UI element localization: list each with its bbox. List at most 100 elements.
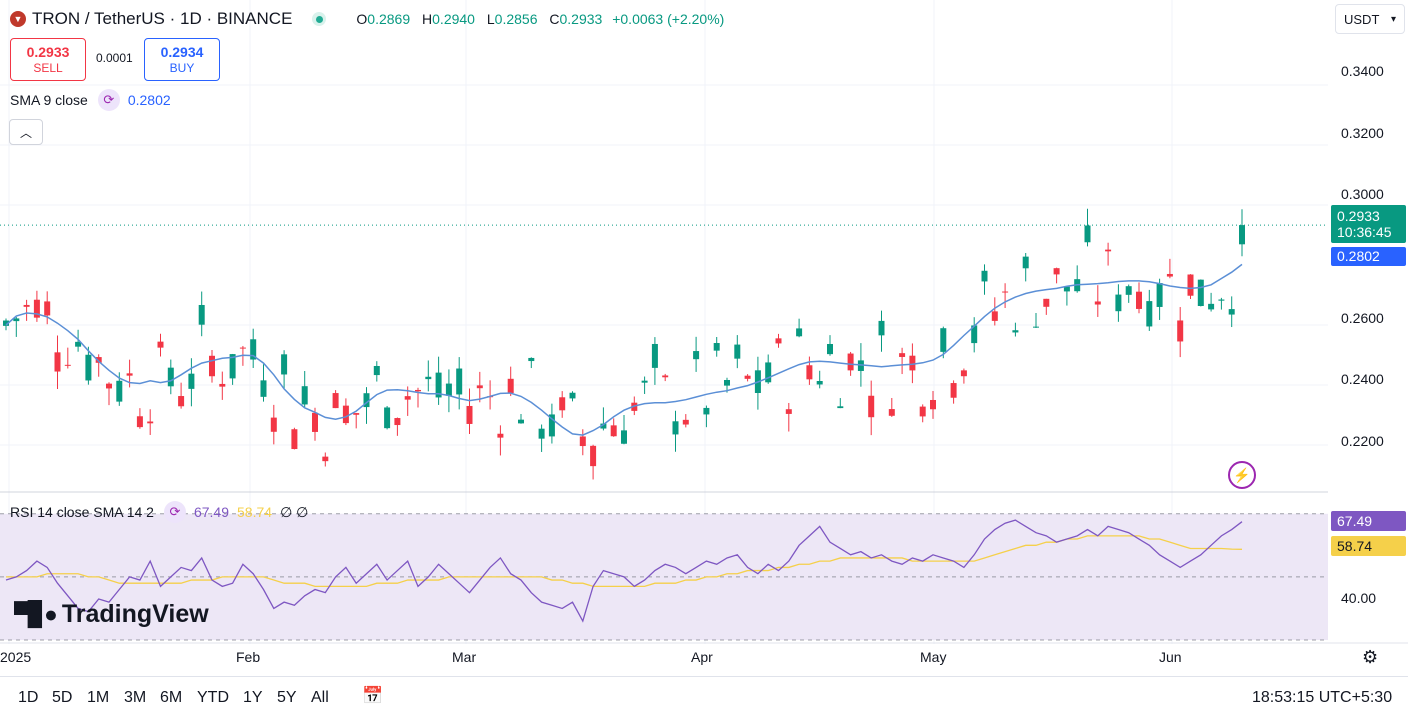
- candle-body: [1033, 326, 1039, 328]
- tron-logo-icon: ▼: [10, 11, 26, 27]
- last-price: 0.2933: [1337, 208, 1380, 224]
- candle-body: [1208, 303, 1215, 310]
- candle-body: [837, 406, 844, 409]
- candle-body: [518, 419, 524, 424]
- x-axis-label: Jun: [1159, 649, 1182, 665]
- candle-body: [250, 339, 257, 360]
- range-1y-button[interactable]: 1Y: [243, 689, 263, 706]
- candle-body: [641, 380, 648, 383]
- candle-body: [1012, 330, 1019, 333]
- ohlc-close-value: 0.2933: [559, 11, 603, 27]
- range-1d-button[interactable]: 1D: [18, 689, 39, 706]
- candle-body: [744, 375, 751, 379]
- tradingview-mark-icon: ▀▊●: [14, 601, 58, 627]
- calendar-range-icon[interactable]: 📅: [362, 686, 384, 705]
- candle-body: [33, 299, 40, 318]
- sell-button[interactable]: 0.2933 SELL: [10, 38, 86, 81]
- rsi-tag: 67.49: [1331, 511, 1406, 531]
- candle-body: [456, 368, 463, 395]
- ohlc-close-key: C: [549, 11, 560, 27]
- bar-countdown: 10:36:45: [1337, 224, 1392, 240]
- candle-body: [919, 406, 926, 417]
- candle-body: [682, 419, 689, 425]
- candle-body: [940, 328, 947, 352]
- sell-price: 0.2933: [26, 44, 70, 60]
- candle-body: [1084, 225, 1091, 243]
- buy-price: 0.2934: [160, 44, 204, 60]
- chevron-up-icon: ︿: [19, 125, 32, 140]
- rsi-label: RSI 14 close SMA 14 2: [10, 504, 154, 520]
- rsi-value: 67.49: [193, 504, 230, 520]
- rsi-sma-tag: 58.74: [1331, 536, 1406, 556]
- candle-body: [559, 397, 566, 411]
- market-status-icon[interactable]: [312, 12, 327, 26]
- candle-body: [960, 370, 967, 377]
- range-ytd-button[interactable]: YTD: [197, 689, 229, 706]
- currency-select[interactable]: USDT ▾: [1335, 4, 1405, 34]
- range-5y-button[interactable]: 5Y: [277, 689, 297, 706]
- candle-body: [466, 405, 473, 424]
- candle-body: [579, 436, 586, 447]
- candle-body: [785, 409, 792, 414]
- candle-body: [13, 318, 20, 322]
- candle-body: [116, 380, 123, 402]
- candle-body: [1053, 268, 1060, 275]
- range-3m-button[interactable]: 3M: [124, 689, 147, 706]
- candle-body: [847, 353, 854, 371]
- clock-display[interactable]: 18:53:15 UTC+5:30: [1252, 689, 1393, 706]
- candle-body: [497, 433, 504, 438]
- ohlc-open-key: O: [356, 11, 368, 27]
- rsi-scale-label: 40.00: [1341, 590, 1377, 606]
- symbol-title[interactable]: TRON / TetherUS · 1D · BINANCE: [32, 9, 293, 28]
- x-axis-label: 2025: [0, 649, 32, 665]
- candle-body: [425, 376, 432, 380]
- range-6m-button[interactable]: 6M: [160, 689, 183, 706]
- sma-label: SMA 9 close: [10, 92, 88, 108]
- price-label: 0.2400: [1341, 371, 1384, 387]
- candle-body: [167, 367, 174, 387]
- candle-body: [64, 364, 71, 366]
- candle-body: [95, 357, 102, 363]
- buy-button[interactable]: 0.2934 BUY: [144, 38, 220, 81]
- candle-body: [198, 304, 205, 325]
- price-label: 0.3000: [1341, 186, 1384, 202]
- candle-body: [384, 407, 391, 429]
- candle-body: [209, 355, 215, 377]
- x-axis-label: Feb: [236, 649, 261, 665]
- candle-body: [260, 380, 267, 397]
- lightning-icon[interactable]: ⚡: [1228, 461, 1256, 489]
- candle-body: [353, 413, 360, 415]
- candle-body: [600, 423, 607, 429]
- range-all-button[interactable]: All: [311, 689, 329, 706]
- collapse-legend-button[interactable]: ︿: [9, 119, 43, 145]
- candle-body: [765, 362, 772, 383]
- candle-body: [1125, 286, 1132, 295]
- candle-body: [651, 343, 658, 368]
- refresh-icon[interactable]: ⟳: [163, 501, 186, 523]
- candle-body: [548, 414, 555, 437]
- candle-body: [332, 393, 339, 409]
- sma-line: [5, 263, 1243, 436]
- sma-legend[interactable]: SMA 9 close ⟳ 0.2802: [10, 89, 171, 111]
- candle-body: [868, 395, 875, 418]
- candle-body: [909, 355, 916, 371]
- range-1m-button[interactable]: 1M: [87, 689, 110, 706]
- refresh-icon[interactable]: ⟳: [97, 89, 120, 111]
- range-5d-button[interactable]: 5D: [52, 689, 73, 706]
- candle-body: [662, 375, 669, 378]
- gear-icon[interactable]: ⚙: [1362, 647, 1379, 667]
- sma-price-tag: 0.2802: [1331, 247, 1406, 266]
- candle-body: [281, 354, 288, 375]
- rsi-legend[interactable]: RSI 14 close SMA 14 2 ⟳ 67.49 58.74 ∅ ∅: [10, 501, 308, 523]
- price-label: 0.2200: [1341, 433, 1384, 449]
- candle-body: [229, 354, 236, 379]
- candle-body: [538, 428, 545, 439]
- candle-body: [23, 304, 30, 307]
- candle-body: [106, 383, 112, 389]
- chart-canvas[interactable]: [0, 0, 1408, 676]
- candle-body: [734, 344, 741, 359]
- candle-body: [54, 352, 61, 372]
- candle-body: [404, 396, 411, 400]
- candle-body: [1177, 320, 1184, 342]
- candle-body: [1146, 301, 1153, 327]
